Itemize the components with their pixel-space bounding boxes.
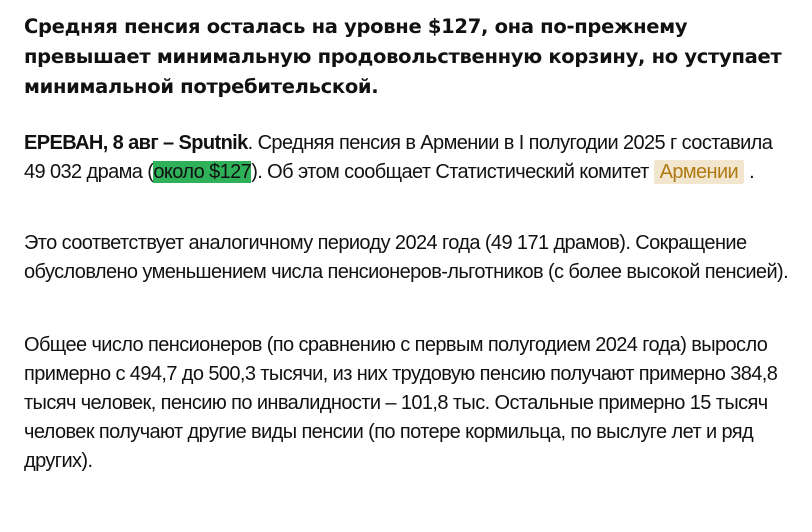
text: ). Об этом сообщает Статистический комит… <box>251 161 654 183</box>
text: . <box>744 161 755 183</box>
text: . Средняя пенсия в Армении в I полугодии… <box>24 132 773 183</box>
article-title: Средняя пенсия осталась на уровне $127, … <box>24 15 782 98</box>
paragraph-3: Общее число пенсионеров (по сравнению с … <box>24 334 778 472</box>
paragraph-2: Это соответствует аналогичному периоду 2… <box>24 232 789 283</box>
paragraph-1: ЕРЕВАН, 8 авг – Sputnik. Средняя пенсия … <box>24 129 794 187</box>
dateline: ЕРЕВАН, 8 авг – Sputnik <box>24 132 248 154</box>
tag-link-armenia[interactable]: Армении <box>653 160 745 184</box>
highlighted-text: около $127 <box>153 161 252 183</box>
